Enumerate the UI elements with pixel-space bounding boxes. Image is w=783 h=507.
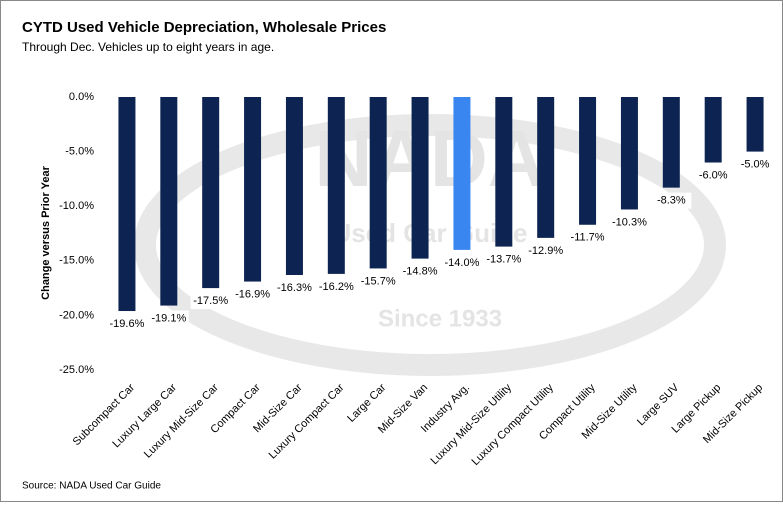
y-tick-label: -5.0% (65, 146, 94, 158)
value-label: -16.3% (277, 282, 312, 294)
y-axis-label: Change versus Prior Year (40, 165, 52, 299)
label-bg (483, 251, 524, 268)
label-bg (400, 263, 441, 280)
bar (453, 97, 471, 250)
bar (537, 97, 555, 238)
label-bg (651, 192, 692, 209)
bar (285, 97, 303, 275)
label-bg (232, 286, 273, 303)
value-label: -8.3% (657, 195, 686, 207)
bar (620, 97, 638, 210)
value-label: -14.0% (445, 257, 480, 269)
value-label: -13.7% (486, 254, 521, 266)
watermark-tagline: Used Car Guide (332, 218, 527, 248)
bar (495, 97, 513, 247)
label-bg (316, 278, 357, 295)
value-label: -14.8% (403, 266, 438, 278)
value-label: -11.7% (571, 232, 605, 244)
bar (327, 97, 345, 274)
label-bg (106, 316, 147, 333)
y-tick-label: -10.0% (59, 200, 94, 212)
label-bg (358, 273, 399, 290)
chart-subtitle: Through Dec. Vehicles up to eight years … (22, 40, 274, 54)
label-bg (609, 214, 650, 231)
bar (369, 97, 387, 269)
watermark-ring (134, 114, 726, 376)
label-bg (735, 156, 776, 173)
bar (160, 97, 178, 306)
bar (202, 97, 220, 289)
chart-title: CYTD Used Vehicle Depreciation, Wholesal… (22, 19, 386, 36)
value-label: -12.9% (528, 245, 563, 257)
y-tick-label: -25.0% (59, 364, 94, 376)
value-label: -16.9% (235, 288, 270, 300)
label-bg (190, 293, 231, 310)
value-label: -5.0% (741, 159, 770, 171)
label-bg (274, 279, 315, 296)
bar (704, 97, 722, 163)
value-label: -16.2% (319, 281, 354, 293)
value-label: -6.0% (699, 169, 728, 181)
y-tick-label: -15.0% (59, 255, 94, 267)
watermark-since: Since 1933 (378, 305, 502, 332)
y-tick-label: -20.0% (59, 309, 94, 321)
value-label: -19.1% (151, 312, 186, 324)
label-bg (567, 229, 608, 246)
label-bg (441, 254, 482, 271)
value-label: -19.6% (110, 318, 145, 330)
source: Source: NADA Used Car Guide (22, 481, 161, 492)
bar (411, 97, 429, 259)
y-tick-label: 0.0% (69, 91, 94, 103)
bar (746, 97, 764, 152)
bar (662, 97, 680, 188)
value-label: -15.7% (361, 275, 396, 287)
bar (244, 97, 262, 282)
label-bg (693, 167, 734, 184)
bar (118, 97, 136, 312)
value-label: -17.5% (193, 295, 228, 307)
label-bg (525, 242, 566, 259)
bar (579, 97, 597, 225)
label-bg (148, 310, 189, 327)
value-label: -10.3% (612, 216, 647, 228)
